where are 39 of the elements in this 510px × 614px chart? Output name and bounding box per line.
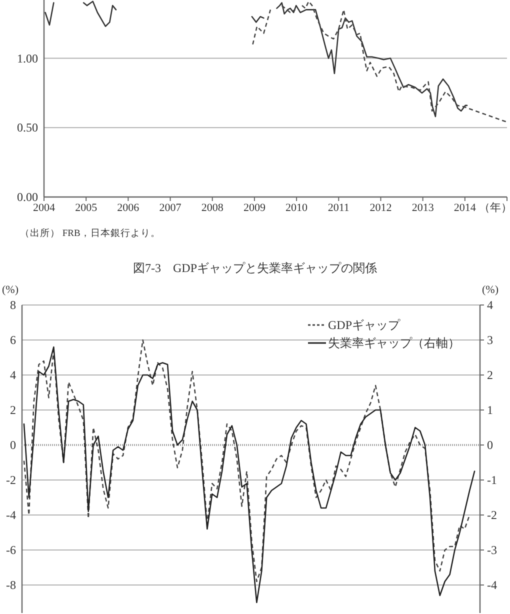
y-tick-label: 4	[10, 368, 16, 382]
text: （出所） FRB，日本銀行より。	[20, 227, 160, 239]
y-tick-label: 1.00	[17, 51, 38, 66]
y-tick-label: 0.50	[17, 120, 38, 135]
legend-label: GDPギャップ	[328, 318, 402, 332]
y-tick-label: 8	[10, 298, 16, 312]
y-tick-label: -6	[6, 543, 16, 557]
y2-tick-label: 4	[487, 298, 493, 312]
x-axis-title: （年）	[478, 202, 510, 214]
y-tick-label: 2	[10, 403, 16, 417]
x-tick-label: 2010	[286, 202, 308, 214]
y-tick-label: -2	[6, 473, 16, 487]
y2-tick-label: -4	[487, 578, 497, 592]
y-tick-label: 0.00	[17, 190, 38, 204]
y2-tick-label: -1	[487, 473, 497, 487]
x-tick-label: 2011	[328, 202, 350, 214]
y2-tick-label: 3	[487, 333, 493, 347]
x-tick-label: 2008	[201, 202, 224, 214]
y-tick-label: 0	[10, 438, 16, 452]
y-tick-label: -4	[6, 508, 16, 522]
chart-title: 図7-3 GDPギャップと失業率ギャップの関係	[132, 261, 378, 275]
x-tick-label: 2004	[33, 202, 56, 214]
y-axis-title: (%)	[2, 284, 19, 296]
y-tick-label: 6	[10, 333, 16, 347]
x-tick-label: 2009	[243, 202, 266, 214]
x-tick-label: 2007	[159, 202, 182, 214]
x-tick-label: 2013	[412, 202, 434, 214]
y2-tick-label: -3	[487, 543, 497, 557]
x-tick-label: 2006	[117, 202, 140, 214]
y2-tick-label: -2	[487, 508, 497, 522]
y2-axis-title: (%)	[482, 284, 499, 296]
y2-tick-label: 0	[487, 438, 493, 452]
y2-tick-label: 2	[487, 368, 493, 382]
x-tick-label: 2012	[370, 202, 392, 214]
legend-label: 失業率ギャップ（右軸）	[328, 336, 460, 350]
x-tick-label: 2014	[454, 202, 476, 214]
y-tick-label: -8	[6, 578, 16, 592]
y2-tick-label: 1	[487, 403, 493, 417]
x-tick-label: 2005	[75, 202, 98, 214]
